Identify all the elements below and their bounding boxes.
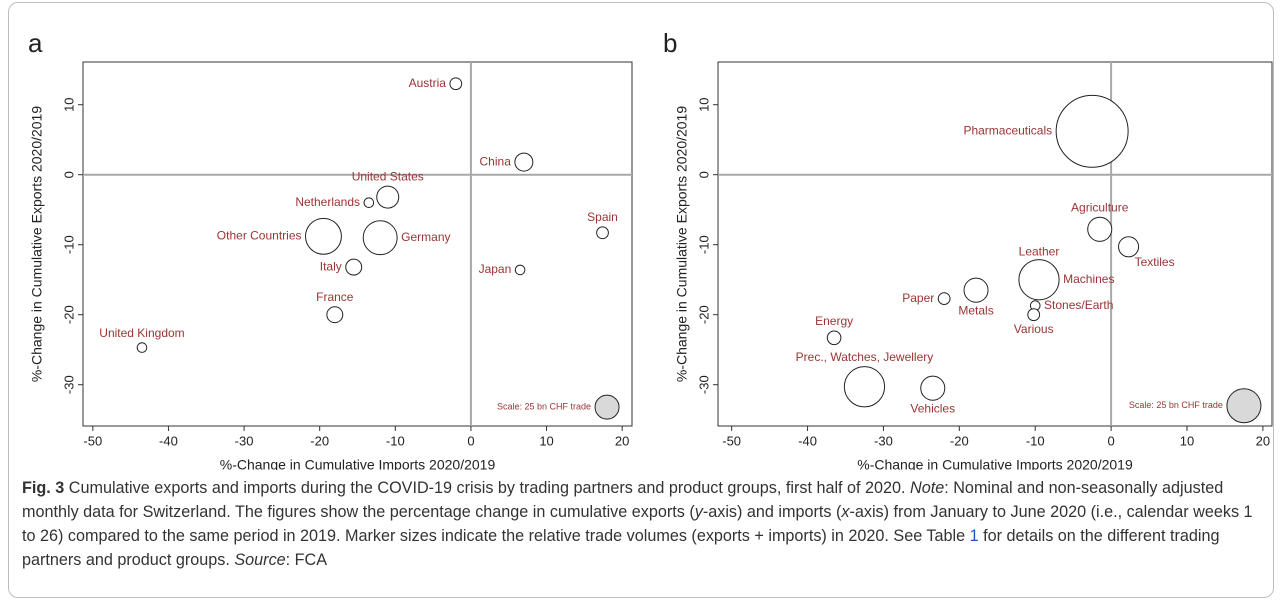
y-tick-label: -30 — [696, 375, 711, 394]
x-tick-label: -10 — [1026, 433, 1045, 448]
y-tick-label: -20 — [61, 305, 76, 324]
x-tick-label: 10 — [539, 433, 553, 448]
bubble — [937, 292, 951, 305]
point-label: Agriculture — [1071, 200, 1129, 214]
point-label: Other Countries — [217, 228, 302, 242]
plot-frame — [82, 61, 633, 427]
table-link[interactable]: 1 — [969, 527, 979, 545]
scale-marker — [1226, 388, 1262, 424]
bubble — [305, 217, 342, 255]
plot-frame — [717, 61, 1273, 427]
caption-text: x — [841, 503, 850, 521]
bubble — [826, 330, 842, 346]
figure-frame — [8, 2, 1274, 598]
x-tick-label: -30 — [874, 433, 893, 448]
x-tick-label: -40 — [798, 433, 817, 448]
x-tick-label: -50 — [722, 433, 741, 448]
y-tick-label: -10 — [61, 235, 76, 254]
point-label: China — [480, 154, 512, 168]
point-label: Vehicles — [910, 401, 955, 415]
y-tick-label: 0 — [61, 171, 76, 178]
bubble — [1027, 308, 1041, 322]
bubble — [449, 77, 463, 91]
caption-text: Source — [234, 551, 286, 569]
point-label: Germany — [401, 230, 450, 244]
x-tick-label: -50 — [83, 433, 102, 448]
caption-text: y — [694, 503, 703, 521]
bubble — [596, 226, 609, 240]
bubble — [1118, 236, 1140, 258]
point-label: Paper — [902, 291, 934, 305]
point-label: Machines — [1063, 272, 1114, 286]
point-label: Leather — [1019, 244, 1060, 258]
bubble — [363, 197, 375, 208]
point-label: Pharmaceuticals — [963, 123, 1052, 137]
caption-text: Fig. 3 — [22, 479, 65, 497]
x-axis-label: %-Change in Cumulative Imports 2020/2019 — [220, 457, 496, 470]
bubble — [1087, 216, 1113, 242]
y-tick-label: 10 — [696, 97, 711, 111]
point-label: Austria — [409, 76, 447, 90]
point-label: Metals — [958, 303, 993, 317]
x-tick-label: -10 — [386, 433, 405, 448]
x-tick-label: 10 — [1180, 433, 1194, 448]
bubble — [376, 185, 400, 209]
y-tick-label: -30 — [61, 375, 76, 394]
panel-letter: a — [28, 28, 43, 58]
bubble — [514, 264, 526, 276]
bubble — [920, 375, 946, 401]
point-label: France — [316, 290, 354, 304]
x-tick-label: 0 — [1107, 433, 1114, 448]
bubble — [362, 220, 398, 256]
bubble — [345, 258, 363, 276]
y-tick-label: 10 — [61, 97, 76, 111]
y-tick-label: 0 — [696, 171, 711, 178]
x-tick-label: 20 — [1256, 433, 1270, 448]
point-label: Stones/Earth — [1044, 298, 1113, 312]
bubble — [326, 306, 344, 324]
point-label: Spain — [587, 210, 618, 224]
caption-text: for details on the different trading par… — [22, 527, 1220, 569]
caption-text: : FCA — [285, 551, 328, 569]
bubble — [963, 277, 989, 303]
x-tick-label: 20 — [615, 433, 629, 448]
caption-text: : Nominal and non-seasonally adjusted mo… — [22, 479, 1224, 521]
point-label: United Kingdom — [99, 326, 184, 340]
scale-label: Scale: 25 bn CHF trade — [1129, 400, 1223, 410]
y-axis-label: %-Change in Cumulative Exports 2020/2019 — [29, 106, 45, 382]
x-tick-label: 0 — [467, 433, 474, 448]
bubble — [1018, 259, 1060, 301]
bubble — [136, 342, 148, 353]
point-label: United States — [352, 169, 424, 183]
point-label: Various — [1014, 322, 1054, 336]
point-label: Textiles — [1135, 255, 1175, 269]
y-tick-label: -10 — [696, 235, 711, 254]
bubble — [1055, 94, 1129, 168]
bubble — [514, 152, 534, 172]
y-axis-label: %-Change in Cumulative Exports 2020/2019 — [674, 106, 690, 382]
caption-text: -axis) and imports ( — [702, 503, 842, 521]
x-axis-label: %-Change in Cumulative Imports 2020/2019 — [857, 457, 1133, 470]
bubble — [843, 366, 886, 408]
caption-text: Note — [910, 479, 945, 497]
point-label: Netherlands — [295, 195, 360, 209]
point-label: Italy — [320, 259, 342, 273]
x-tick-label: -20 — [950, 433, 969, 448]
point-label: Prec., Watches, Jewellery — [796, 350, 934, 364]
figure-caption: Fig. 3 Cumulative exports and imports du… — [22, 476, 1262, 572]
scale-label: Scale: 25 bn CHF trade — [497, 401, 591, 411]
point-label: Energy — [815, 314, 853, 328]
y-tick-label: -20 — [696, 305, 711, 324]
x-tick-label: -30 — [235, 433, 254, 448]
panel-letter: b — [663, 28, 677, 58]
figure: a -50 -40 -30 -20 -10 0 10 20 10 0 -10 -20 -30 %-Chang… — [28, 28, 1273, 470]
point-label: Japan — [479, 262, 512, 276]
caption-text: Cumulative exports and imports during th… — [64, 479, 911, 497]
scale-marker — [594, 394, 620, 420]
caption-text: -axis) from January to June 2020 (i.e., … — [22, 503, 1253, 545]
x-tick-label: -20 — [310, 433, 329, 448]
x-tick-label: -40 — [159, 433, 178, 448]
